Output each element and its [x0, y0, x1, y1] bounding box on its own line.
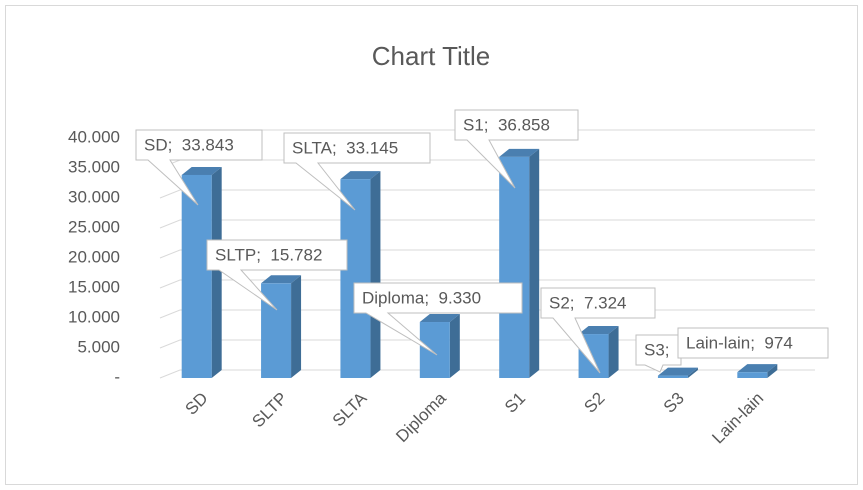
bar: [340, 171, 381, 378]
bar: [657, 367, 698, 378]
y-tick-label: 15.000: [68, 277, 120, 296]
bar-side: [370, 171, 381, 378]
chart-border: [5, 5, 858, 485]
y-tick-label: 20.000: [68, 247, 120, 266]
grid-line: [159, 189, 815, 199]
bar-side: [211, 166, 222, 378]
data-label: SLTA; 33.145: [292, 138, 398, 157]
bar-side: [767, 364, 778, 378]
data-label-callout: [283, 132, 431, 211]
bar-front: [181, 174, 212, 378]
y-tick-label: 30.000: [68, 187, 120, 206]
data-label: SLTP; 15.782: [215, 245, 322, 264]
data-label-callout: [540, 287, 656, 374]
bar-side: [687, 367, 698, 378]
bar-side: [449, 314, 460, 378]
data-label: S3;: [644, 340, 670, 359]
bar-top: [340, 171, 381, 180]
bar-top: [737, 364, 778, 373]
data-label: S1; 36.858: [463, 115, 550, 134]
data-label-callout: [353, 282, 523, 356]
y-tick-label: 25.000: [68, 217, 120, 236]
grid-line: [159, 279, 815, 289]
bar-top: [419, 314, 460, 323]
data-label: Diploma; 9.330: [362, 288, 481, 307]
data-label-callout: [135, 129, 263, 206]
data-label-callout: [206, 239, 348, 311]
data-label-callout: [454, 109, 579, 189]
bar-front: [657, 375, 688, 378]
data-label: Lain-lain; 974: [686, 333, 793, 352]
y-tick-label: 35.000: [68, 157, 120, 176]
bar-side: [529, 148, 540, 378]
y-tick-label: 10.000: [68, 307, 120, 326]
bar-side: [291, 275, 302, 378]
bar-top: [578, 326, 619, 335]
bar-front: [340, 179, 371, 378]
grid-line: [159, 219, 815, 229]
grid-line: [159, 249, 815, 259]
bar-top: [499, 148, 540, 157]
bar: [499, 148, 540, 378]
bar-top: [181, 166, 222, 175]
y-tick-label: -: [114, 367, 120, 386]
bar: [181, 166, 222, 378]
bar: [419, 314, 460, 378]
data-label-callout: [677, 327, 829, 359]
bar-front: [737, 372, 768, 378]
bar-side: [608, 326, 619, 378]
y-tick-label: 40.000: [68, 127, 120, 146]
bar-front: [499, 156, 530, 378]
bar-top: [657, 367, 698, 376]
chart-title: Chart Title: [372, 41, 491, 71]
bar: [737, 364, 778, 378]
y-tick-label: 5.000: [77, 337, 120, 356]
bar: [261, 275, 302, 378]
data-label: SD; 33.843: [144, 135, 234, 154]
bar-front: [419, 322, 450, 378]
bar-top: [261, 275, 302, 284]
data-label: S2; 7.324: [549, 293, 627, 312]
